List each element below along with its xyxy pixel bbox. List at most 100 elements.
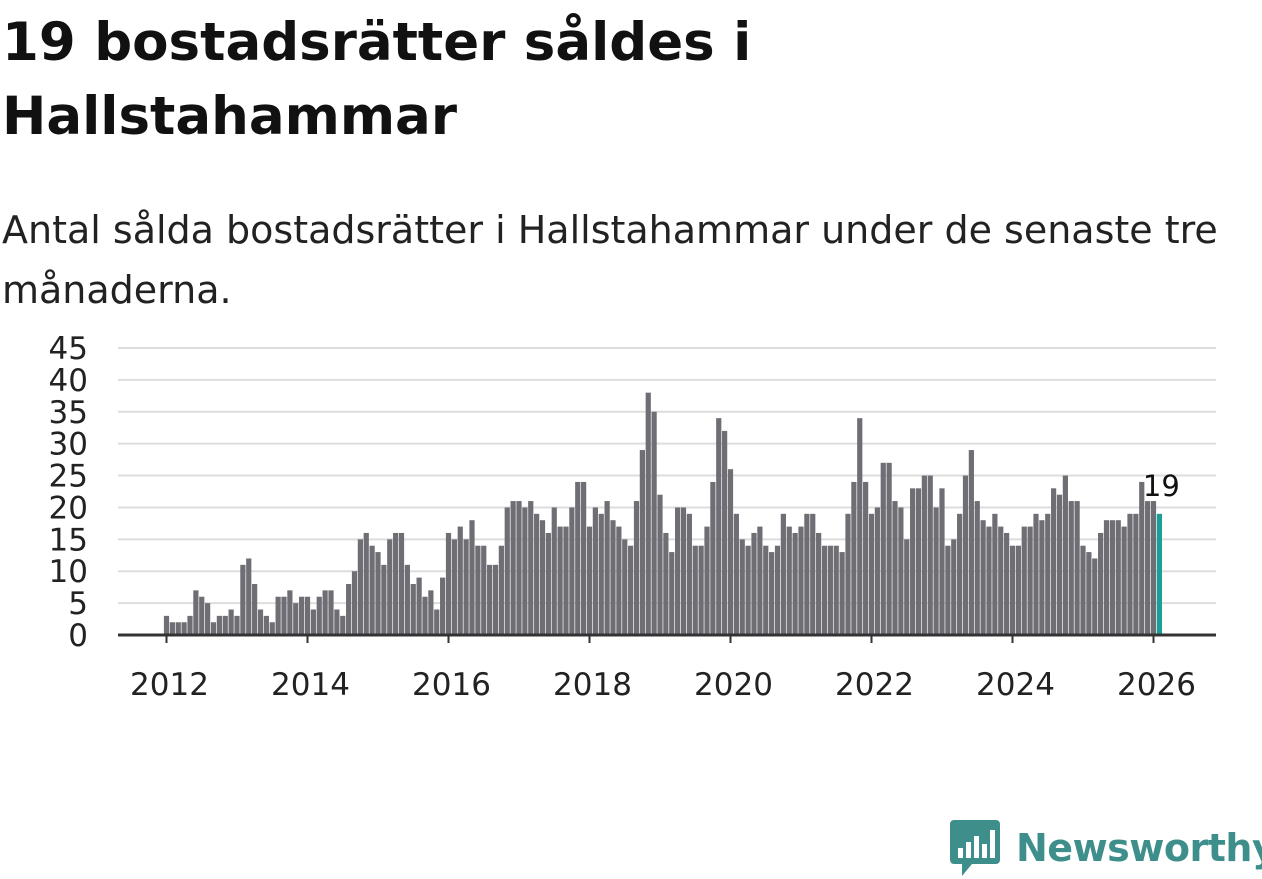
bar bbox=[422, 596, 428, 635]
bar bbox=[733, 513, 739, 635]
bar bbox=[410, 583, 416, 635]
bar bbox=[216, 615, 222, 635]
bar bbox=[827, 545, 833, 635]
bar bbox=[974, 501, 980, 635]
bar bbox=[1027, 526, 1033, 635]
bar bbox=[387, 539, 393, 635]
y-tick-label: 20 bbox=[49, 490, 88, 526]
bar bbox=[651, 411, 657, 635]
chart-title: 19 bostadsrätter såldes i Hallstahammar bbox=[2, 12, 752, 147]
bar bbox=[751, 532, 757, 635]
bar bbox=[1015, 545, 1021, 635]
bar bbox=[398, 532, 405, 635]
bar bbox=[880, 462, 886, 635]
bar bbox=[698, 545, 704, 635]
bar bbox=[1109, 520, 1115, 635]
bar bbox=[328, 590, 334, 635]
bar bbox=[1039, 520, 1045, 635]
bar bbox=[686, 513, 692, 635]
x-tick-label: 2012 bbox=[130, 667, 209, 700]
y-tick-label: 15 bbox=[49, 522, 88, 558]
bar bbox=[369, 545, 375, 635]
bar bbox=[322, 590, 328, 635]
last-value-label: 19 bbox=[1143, 469, 1180, 503]
bar bbox=[416, 577, 422, 635]
bar bbox=[1009, 545, 1016, 635]
bar bbox=[886, 462, 892, 635]
bar bbox=[657, 494, 663, 635]
bar bbox=[898, 507, 904, 635]
bar bbox=[451, 539, 457, 635]
bar bbox=[1062, 475, 1068, 635]
bar bbox=[269, 622, 275, 635]
bar bbox=[539, 520, 546, 635]
bar bbox=[1080, 545, 1086, 635]
bar bbox=[304, 596, 311, 635]
bar bbox=[257, 609, 264, 635]
bar bbox=[680, 507, 687, 635]
bar bbox=[639, 450, 645, 635]
bar bbox=[205, 603, 211, 635]
bar bbox=[904, 539, 910, 635]
bar bbox=[833, 545, 839, 635]
bar bbox=[816, 532, 822, 635]
bar bbox=[1103, 520, 1110, 635]
bar bbox=[622, 539, 628, 635]
bar bbox=[1051, 488, 1057, 635]
bar bbox=[275, 596, 281, 635]
bar bbox=[968, 450, 974, 635]
bar bbox=[334, 609, 340, 635]
bar bbox=[1139, 481, 1145, 635]
bar bbox=[710, 481, 716, 635]
bar bbox=[910, 488, 916, 635]
bar bbox=[868, 513, 875, 635]
y-tick-label: 35 bbox=[49, 395, 88, 431]
bar bbox=[915, 488, 922, 635]
bar bbox=[340, 615, 346, 635]
bar bbox=[939, 488, 945, 635]
x-tick-label: 2014 bbox=[271, 667, 350, 700]
bar bbox=[381, 564, 387, 635]
bar bbox=[1115, 520, 1121, 635]
bar bbox=[786, 526, 792, 635]
bar bbox=[845, 513, 851, 635]
bar bbox=[821, 545, 828, 635]
bar bbox=[1074, 501, 1080, 635]
bar bbox=[669, 552, 675, 635]
bar bbox=[281, 596, 287, 635]
bar bbox=[1145, 501, 1151, 635]
bar bbox=[1056, 494, 1063, 635]
bar bbox=[1086, 552, 1092, 635]
bar bbox=[1004, 532, 1010, 635]
bar bbox=[293, 603, 299, 635]
bar bbox=[199, 596, 205, 635]
bar bbox=[1121, 526, 1127, 635]
x-tick-label: 2016 bbox=[412, 667, 491, 700]
bar bbox=[516, 501, 522, 635]
bar bbox=[839, 552, 845, 635]
bar bbox=[469, 520, 475, 635]
bar bbox=[463, 539, 469, 635]
bar bbox=[798, 526, 804, 635]
bar bbox=[851, 481, 857, 635]
bar bbox=[1033, 513, 1039, 635]
bar bbox=[863, 481, 869, 635]
bar bbox=[404, 564, 410, 635]
bar bbox=[210, 622, 217, 635]
bar bbox=[481, 545, 487, 635]
bar bbox=[187, 615, 193, 635]
bar bbox=[316, 596, 322, 635]
newsworthy-logo-icon bbox=[950, 820, 1000, 876]
bar bbox=[569, 507, 575, 635]
x-tick-label: 2024 bbox=[976, 667, 1055, 700]
bar bbox=[457, 526, 463, 635]
bar bbox=[675, 507, 681, 635]
y-tick-label: 0 bbox=[68, 618, 88, 654]
highlight-bar bbox=[1156, 513, 1162, 635]
bar bbox=[357, 539, 363, 635]
bar bbox=[575, 481, 581, 635]
bar bbox=[246, 558, 252, 635]
bar bbox=[945, 545, 951, 635]
bar bbox=[492, 564, 499, 635]
